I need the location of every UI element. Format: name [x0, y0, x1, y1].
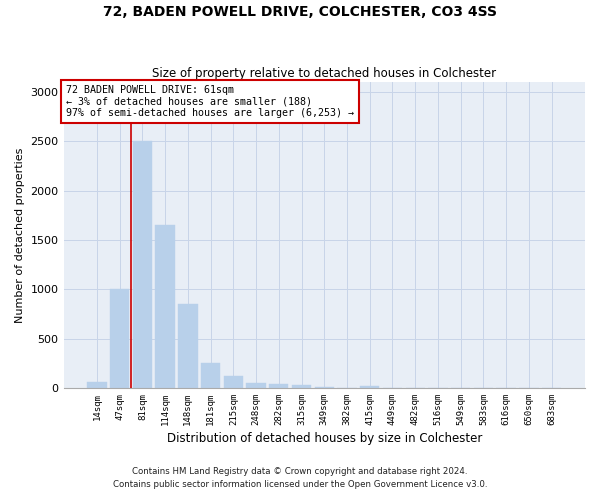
Bar [314, 387, 334, 388]
Text: 72, BADEN POWELL DRIVE, COLCHESTER, CO3 4SS: 72, BADEN POWELL DRIVE, COLCHESTER, CO3 … [103, 5, 497, 19]
Text: 72 BADEN POWELL DRIVE: 61sqm
← 3% of detached houses are smaller (188)
97% of se: 72 BADEN POWELL DRIVE: 61sqm ← 3% of det… [66, 85, 354, 118]
Bar [178, 304, 197, 388]
Y-axis label: Number of detached properties: Number of detached properties [15, 148, 25, 322]
Bar [155, 225, 175, 388]
Text: Contains public sector information licensed under the Open Government Licence v3: Contains public sector information licen… [113, 480, 487, 489]
Bar [224, 376, 243, 388]
Bar [360, 386, 379, 388]
Text: Contains HM Land Registry data © Crown copyright and database right 2024.: Contains HM Land Registry data © Crown c… [132, 467, 468, 476]
Bar [269, 384, 289, 388]
Bar [292, 385, 311, 388]
Bar [87, 382, 107, 388]
Title: Size of property relative to detached houses in Colchester: Size of property relative to detached ho… [152, 66, 496, 80]
Bar [133, 142, 152, 388]
Bar [110, 290, 130, 388]
X-axis label: Distribution of detached houses by size in Colchester: Distribution of detached houses by size … [167, 432, 482, 445]
Bar [247, 383, 266, 388]
Bar [201, 364, 220, 388]
